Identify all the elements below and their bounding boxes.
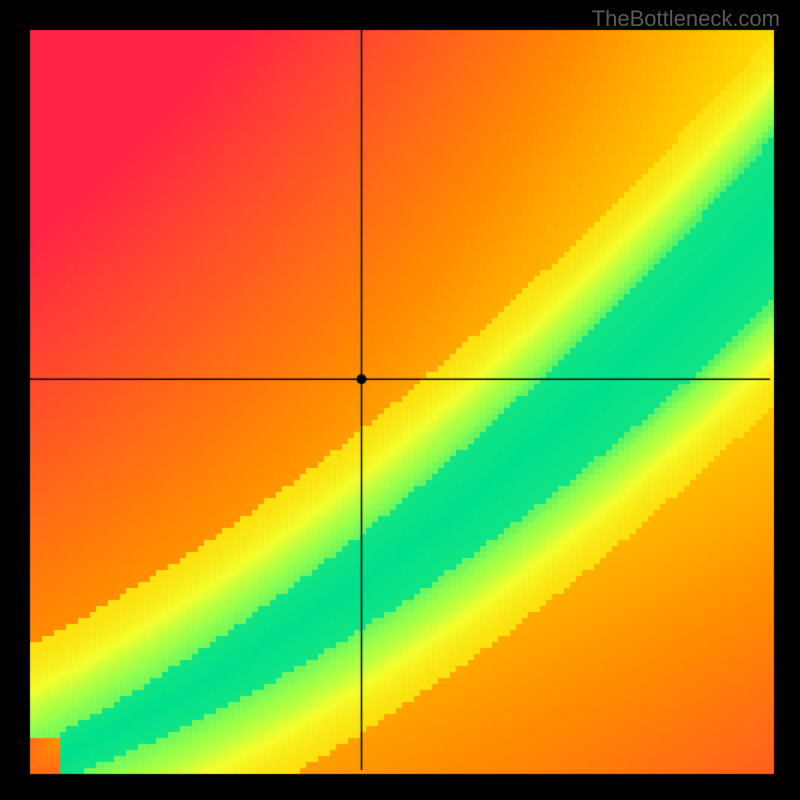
heatmap-canvas <box>0 0 800 800</box>
chart-container: TheBottleneck.com <box>0 0 800 800</box>
watermark-text: TheBottleneck.com <box>592 6 780 32</box>
